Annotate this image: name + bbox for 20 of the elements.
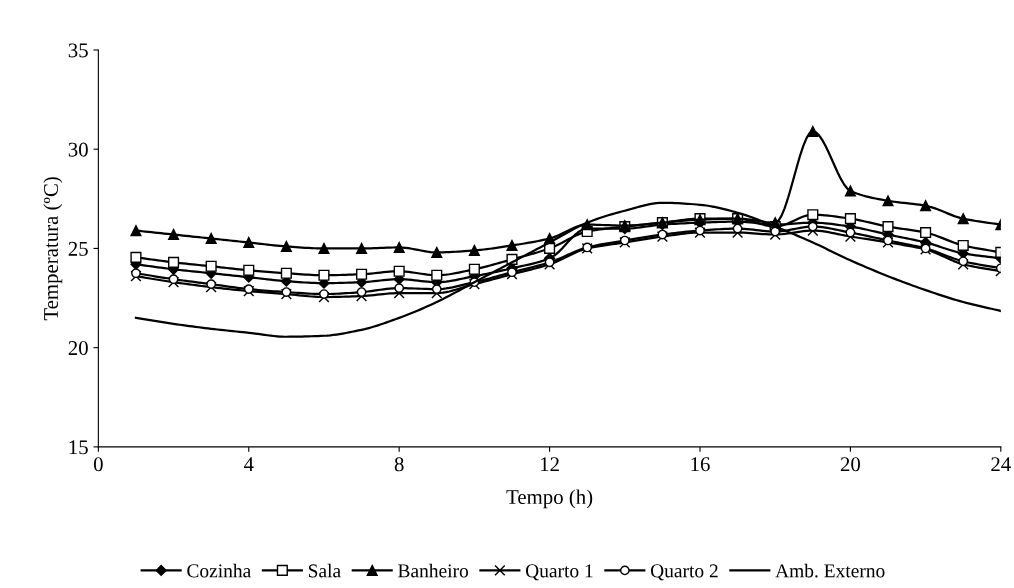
x-tick-label: 24 (991, 457, 1011, 472)
x-tick-label: 8 (394, 457, 404, 472)
x-tick-label: 4 (243, 457, 254, 472)
legend-label: Quarto 1 (525, 564, 593, 581)
legend-label: Banheiro (398, 563, 469, 578)
x-tick-label: 12 (541, 457, 559, 472)
y-tick-label: 25 (68, 241, 88, 256)
y-tick-label: 15 (69, 440, 88, 455)
legend-label: Sala (308, 563, 341, 578)
x-axis-title: Tempo (h) (506, 489, 593, 509)
x-tick-label: 0 (93, 457, 103, 472)
y-axis-title: Temperatura (ºC) (43, 177, 63, 321)
legend-label: Cozinha (187, 563, 251, 578)
y-tick-label: 35 (68, 43, 88, 58)
legend-label: Quarto 2 (650, 564, 718, 581)
x-tick-label: 16 (691, 457, 710, 472)
legend-label: Amb. Externo (775, 563, 885, 578)
y-tick-label: 20 (68, 341, 88, 356)
x-tick-label: 20 (840, 457, 861, 472)
y-tick-label: 30 (68, 142, 88, 157)
